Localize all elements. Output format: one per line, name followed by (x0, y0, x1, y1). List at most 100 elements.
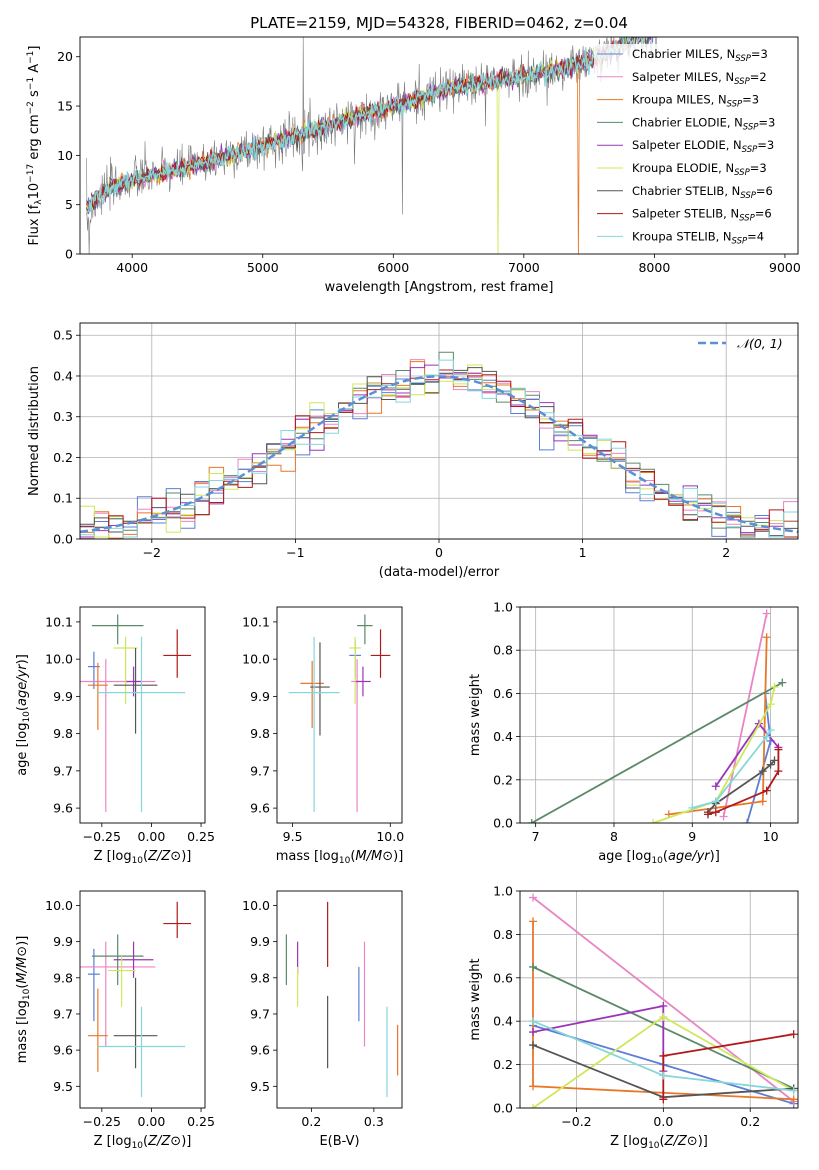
y-tick-label: 1.0 (493, 600, 513, 615)
axes-frame (276, 890, 403, 1109)
mass_vs_Z-plot-area (80, 901, 192, 1098)
weight-marker (789, 1086, 798, 1095)
axes-frame (519, 606, 799, 824)
y-tick-label: 20 (57, 49, 73, 64)
axes-frame (519, 890, 799, 1109)
y-tick-label: 0.4 (53, 368, 73, 383)
weight-marker (789, 1030, 798, 1039)
legend-label: Chabrier MILES, NSSP=3 (632, 47, 768, 64)
y-tick-label: 9.8 (250, 970, 270, 985)
legend-label: Chabrier STELIB, NSSP=6 (632, 184, 773, 201)
legend-box (594, 44, 794, 251)
weight-marker (789, 1095, 798, 1104)
x-axis-label: Z [log10(Z/Z⊙)] (94, 1134, 192, 1151)
errorbar-chabrier-elodie (91, 614, 144, 645)
errorbar-kroupa-elodie (107, 956, 136, 1007)
errorbar-salpeter-elodie (125, 666, 142, 697)
weight-series-chabrier-stelib (703, 756, 779, 817)
x-tick-label: −0.25 (83, 829, 121, 844)
x-axis-label: Z [log10(Z/Z⊙)] (94, 849, 192, 866)
y-tick-label: 9.8 (53, 726, 73, 741)
weight-marker (703, 810, 712, 819)
x-tick-label: 10 (763, 829, 779, 844)
weight-marker (758, 797, 767, 806)
y-tick-label: 0.4 (493, 729, 513, 744)
errorbar-kroupa-miles (87, 662, 108, 730)
weight-series-kroupa-stelib (688, 726, 775, 812)
x-tick-label: 10.0 (376, 829, 404, 844)
x-tick-label: 0.25 (187, 829, 215, 844)
age_vs_mass-panel: 9.5 10.0 9.6 9.7 9.8 9.9 10.0 10.1 mass [log10(M… (242, 606, 404, 866)
x-tick-label: 0.25 (187, 1114, 215, 1129)
errorbar-salpeter-stelib (163, 901, 192, 939)
x-axis-label: E(B-V) (319, 1134, 359, 1149)
weight-line (532, 1004, 665, 1072)
errorbar-chabrier-stelib (113, 977, 158, 1069)
weight-line (531, 681, 783, 823)
y-tick-label: 9.8 (250, 726, 270, 741)
x-axis-label: mass [log10(M/M⊙)] (276, 849, 404, 866)
x-tick-label: 0.0 (653, 1114, 673, 1129)
y-tick-label: 9.5 (250, 1079, 270, 1094)
weight-marker (529, 962, 538, 971)
spectrum-plot-area (85, 37, 661, 254)
weight-marker (529, 1104, 538, 1108)
weight-line (692, 729, 772, 809)
weight-series-kroupa-miles (664, 633, 771, 819)
spectrum-panel: 4000 5000 6000 7000 8000 9000 0 5 10 15 20 waveleng… (26, 36, 801, 295)
x-tick-label: 0.00 (138, 1114, 166, 1129)
errorbar-chabrier-stelib (113, 647, 158, 734)
weight-marker (774, 767, 783, 776)
weight-marker (529, 893, 538, 902)
weight-marker (659, 1012, 668, 1021)
x-tick-label: 9000 (769, 260, 801, 275)
x-tick-label: 0.2 (301, 1114, 321, 1129)
legend-label: Chabrier ELODIE, NSSP=3 (632, 115, 775, 132)
y-tick-label: 9.6 (53, 1043, 73, 1058)
model-spectrum-1 (86, 37, 645, 212)
x-axis-label: wavelength [Angstrom, rest frame] (325, 280, 554, 295)
x-tick-label: 0.00 (138, 829, 166, 844)
y-tick-label: 0.4 (493, 1014, 513, 1029)
legend-label: Salpeter ELODIE, NSSP=3 (632, 138, 774, 155)
x-tick-label: 0 (435, 545, 443, 560)
weight-marker (762, 786, 771, 795)
weight-marker (774, 745, 783, 754)
weight-marker (711, 808, 720, 817)
y-tick-label: 9.7 (250, 763, 270, 778)
errorbar-kroupa-miles (87, 988, 108, 1072)
weight-marker (711, 797, 720, 806)
weight-marker (659, 1051, 668, 1060)
weight-marker (719, 812, 728, 821)
mass_vs_Z-panel: −0.25 0.00 0.25 9.5 9.6 9.7 9.8 9.9 10.0 Z [log10… (15, 890, 215, 1151)
residuals-plot-area (80, 351, 798, 539)
weight-marker (711, 782, 720, 791)
x-tick-label: 6000 (377, 260, 409, 275)
y-tick-label: 0.2 (493, 772, 513, 787)
model-spectrum-8 (85, 37, 658, 214)
x-tick-label: 8000 (638, 260, 670, 275)
weight-marker (778, 678, 787, 687)
observed-spectrum (86, 37, 657, 254)
x-tick-label: −0.2 (561, 1114, 591, 1129)
weight-marker (743, 819, 752, 823)
y-tick-label: 9.9 (250, 934, 270, 949)
y-tick-label: 0.8 (493, 643, 513, 658)
y-tick-label: 0.6 (493, 970, 513, 985)
errorbar-kroupa-stelib (97, 636, 186, 812)
massweight_vs_Z-plot-area (529, 893, 798, 1108)
errorbar-salpeter-miles (80, 941, 156, 1047)
normal-legend-label: 𝒩(0, 1) (737, 336, 783, 351)
y-tick-label: 0.8 (493, 927, 513, 942)
age_vs_Z-plot-area (80, 614, 192, 812)
weight-marker (770, 756, 779, 765)
x-axis-label: age [log10(age/yr)] (598, 849, 720, 866)
weight-marker (529, 917, 538, 926)
x-tick-label: 0.3 (364, 1114, 384, 1129)
errorbar-kroupa-stelib (288, 636, 340, 812)
weight-marker (762, 609, 771, 618)
errorbar-salpeter-elodie (113, 941, 154, 978)
age_vs_Z-panel: −0.25 0.00 0.25 9.6 9.7 9.8 9.9 10.0 10.1 Z [log1… (15, 606, 215, 866)
legend-label: Kroupa ELODIE, NSSP=3 (632, 161, 767, 178)
figure-title: PLATE=2159, MJD=54328, FIBERID=0462, z=0… (250, 14, 628, 32)
